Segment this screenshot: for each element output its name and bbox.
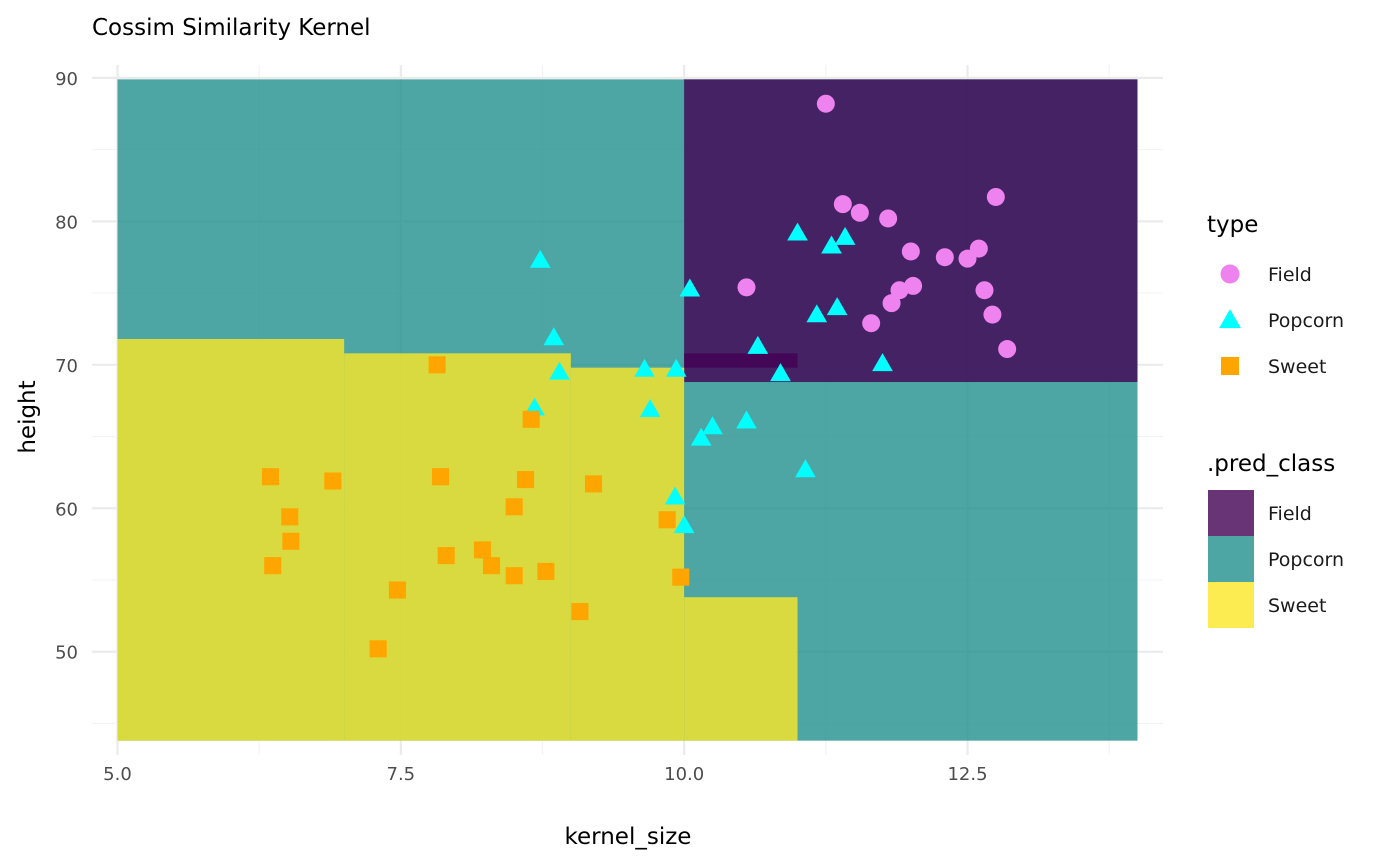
type-legend-title: type: [1207, 212, 1258, 238]
y-tick-label: 50: [55, 643, 78, 664]
point-popcorn: [549, 361, 570, 380]
point-sweet: [428, 356, 446, 374]
point-sweet: [522, 410, 540, 428]
x-tick-label: 10.0: [664, 764, 704, 785]
point-popcorn: [821, 235, 842, 254]
x-axis-title: kernel_size: [565, 824, 692, 850]
point-popcorn: [872, 353, 893, 372]
point-sweet: [516, 471, 535, 489]
x-axis-ticks: 5.0 7.5 10.0 12.5: [103, 764, 987, 785]
y-tick-label: 70: [55, 356, 78, 377]
point-field: [890, 281, 909, 300]
point-sweet: [505, 498, 523, 516]
point-popcorn: [673, 515, 695, 534]
point-sweet: [437, 547, 455, 565]
legend-label-field: Field: [1268, 264, 1312, 286]
y-tick-label: 80: [55, 212, 78, 233]
point-sweet: [281, 508, 299, 526]
point-sweet: [482, 557, 501, 575]
point-popcorn: [826, 297, 848, 316]
point-popcorn: [834, 226, 856, 245]
point-field: [862, 314, 881, 333]
point-sweet: [282, 532, 300, 550]
point-field: [816, 94, 835, 113]
x-tick-label: 5.0: [103, 764, 132, 785]
point-sweet: [324, 472, 342, 490]
region-field: [684, 79, 1138, 383]
point-field: [737, 278, 756, 297]
legend-label-sweet: Sweet: [1268, 595, 1326, 617]
legend-key-field: [1220, 264, 1240, 284]
legend-swatch-popcorn: [1208, 536, 1254, 582]
point-field: [935, 248, 954, 267]
point-field: [983, 305, 1002, 324]
point-popcorn: [634, 358, 655, 377]
legend-label-sweet: Sweet: [1268, 356, 1326, 378]
x-tick-label: 12.5: [947, 764, 987, 785]
region-sweet: [117, 338, 345, 741]
point-sweet: [658, 511, 676, 529]
point-sweet: [537, 562, 555, 580]
point-popcorn: [665, 358, 687, 377]
type-legend: type Field Popcorn Sweet: [1207, 212, 1344, 378]
point-field: [879, 209, 898, 228]
point-sweet: [473, 541, 491, 559]
y-tick-label: 60: [55, 499, 78, 520]
point-popcorn: [795, 459, 816, 478]
pred-class-legend-title: .pred_class: [1207, 451, 1335, 477]
legend-label-popcorn: Popcorn: [1268, 549, 1344, 571]
point-field: [969, 239, 988, 258]
legend-key-popcorn: [1219, 309, 1241, 329]
y-axis-ticks: 50 60 70 80 90: [55, 69, 78, 664]
point-field: [882, 294, 901, 313]
point-sweet: [261, 468, 280, 486]
point-popcorn: [806, 304, 828, 323]
point-sweet: [369, 640, 387, 658]
point-popcorn: [736, 410, 757, 429]
legend-swatch-field: [1208, 490, 1254, 536]
legend-label-popcorn: Popcorn: [1268, 310, 1344, 332]
point-field: [998, 340, 1017, 359]
legend-label-field: Field: [1268, 503, 1312, 525]
point-field: [975, 281, 994, 300]
point-field: [850, 203, 869, 222]
legend-swatch-sweet: [1208, 582, 1254, 628]
point-sweet: [505, 567, 523, 585]
point-popcorn: [690, 427, 712, 446]
x-tick-label: 7.5: [387, 764, 416, 785]
region-sweet: [570, 367, 685, 741]
point-popcorn: [639, 399, 661, 417]
point-sweet: [388, 581, 406, 599]
region-sweet: [684, 597, 798, 741]
region-field: [684, 353, 798, 368]
data-points: [261, 94, 1017, 658]
point-popcorn: [664, 486, 686, 505]
y-axis-title: height: [15, 380, 41, 453]
point-popcorn: [679, 278, 701, 297]
point-popcorn: [702, 416, 723, 435]
point-popcorn: [529, 249, 551, 268]
pred-class-legend: .pred_class Field Popcorn Sweet: [1207, 451, 1344, 628]
point-sweet: [571, 602, 589, 621]
point-sweet: [264, 557, 282, 575]
point-popcorn: [787, 222, 808, 241]
point-sweet: [431, 468, 450, 486]
point-field: [904, 276, 923, 295]
point-popcorn: [747, 335, 769, 354]
point-field: [986, 187, 1005, 206]
prediction-regions: [117, 79, 1138, 741]
plot-title: Cossim Similarity Kernel: [92, 15, 371, 41]
point-sweet: [672, 568, 690, 586]
legend-key-sweet: [1220, 356, 1240, 376]
point-sweet: [584, 475, 603, 493]
point-field: [901, 242, 920, 261]
point-popcorn: [770, 363, 791, 382]
point-popcorn: [543, 327, 565, 346]
point-field: [833, 195, 852, 214]
y-tick-label: 90: [55, 69, 78, 90]
